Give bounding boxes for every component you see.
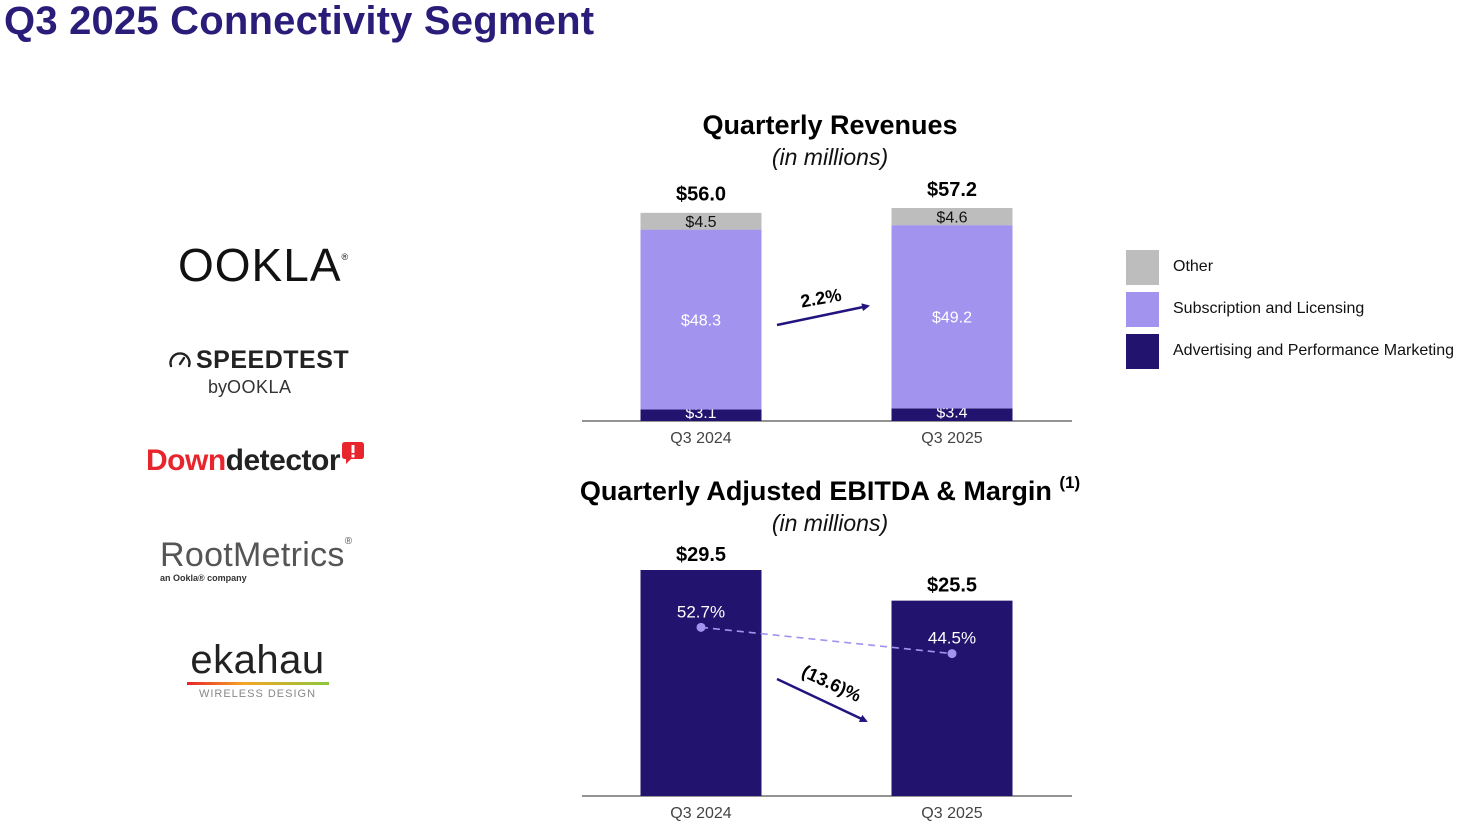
legend-swatch	[1126, 249, 1159, 285]
ebitda-chart-subtitle: (in millions)	[771, 510, 889, 536]
ebitda-category-label: Q3 2025	[921, 805, 982, 822]
revenue-bar-segment	[891, 225, 1013, 409]
legend-label: Subscription and Licensing	[1173, 300, 1365, 317]
revenue-bar-segment	[640, 212, 762, 230]
ebitda-decline-label: (13.6)%	[799, 661, 865, 706]
revenue-chart-subtitle: (in millions)	[771, 144, 889, 170]
legend-item: Other	[1126, 246, 1454, 288]
legend-label: Advertising and Performance Marketing	[1173, 342, 1455, 359]
revenue-chart: $3.1 $48.3 $4.5 $56.0 Q3 2024 $3.4 $49.2 $4.6 $5…	[582, 179, 1072, 447]
ebitda-chart-title-text: Quarterly Adjusted EBITDA & Margin	[579, 476, 1052, 506]
speedtest-logo-text: SPEEDTEST	[196, 346, 350, 374]
rootmetrics-logo-text: RootMetrics	[160, 536, 345, 574]
ebitda-footnote-marker: (1)	[1059, 473, 1081, 492]
legend-item: Subscription and Licensing	[1126, 288, 1454, 330]
legend-swatch	[1126, 291, 1159, 327]
ebitda-margin-label: 44.5%	[928, 629, 976, 648]
alert-badge-icon	[342, 442, 365, 464]
ekahau-logo-underline	[186, 682, 329, 685]
revenue-segment-label: $3.4	[936, 405, 967, 422]
revenue-bar-segment	[640, 409, 762, 421]
page-title: Q3 2025 Connectivity Segment	[4, 0, 595, 43]
revenue-total-label: $57.2	[927, 179, 977, 201]
ebitda-category-label: Q3 2024	[670, 805, 731, 822]
legend-label: Other	[1173, 258, 1214, 275]
revenue-segment-label: $4.5	[685, 214, 716, 231]
rootmetrics-tagline: an Ookla® company	[160, 573, 247, 583]
revenue-category-label: Q3 2025	[921, 430, 982, 447]
speedtest-logo: SPEEDTEST byOOKLA	[168, 346, 358, 398]
ebitda-margin-point	[947, 649, 957, 659]
ebitda-value-label: $29.5	[676, 544, 726, 566]
revenue-total-label: $56.0	[676, 183, 726, 205]
revenue-growth-arrow	[776, 303, 870, 327]
revenue-bar-segment	[891, 408, 1013, 421]
speedtest-ookla-text: OOKLA	[227, 377, 292, 397]
revenue-growth-label: 2.2%	[799, 285, 843, 312]
ebitda-margin-label: 52.7%	[677, 602, 725, 621]
ebitda-margin-point	[696, 622, 706, 632]
ebitda-value-label: $25.5	[927, 575, 977, 597]
legend-item: Advertising and Performance Marketing	[1126, 330, 1454, 372]
revenue-bar-segment	[640, 229, 762, 410]
ebitda-chart: $29.5 Q3 2024 $25.5 Q3 2025 52.7% 44.5% (13.6)…	[582, 544, 1072, 822]
ookla-registered-mark: ®	[341, 252, 350, 262]
legend-swatch	[1126, 333, 1159, 369]
ookla-logo: OOKLA®	[178, 238, 349, 292]
speedtest-by-text: by	[208, 377, 228, 397]
revenue-segment-label: $49.2	[932, 310, 972, 327]
rootmetrics-logo: RootMetrics® an Ookla® company	[160, 536, 352, 583]
revenue-chart-title: Quarterly Revenues	[702, 110, 958, 140]
revenue-legend: Other Subscription and Licensing Advertisi…	[1126, 246, 1454, 372]
speedometer-icon	[169, 351, 191, 367]
revenue-segment-label: $4.6	[936, 210, 967, 227]
downdetector-logo-down: Down	[146, 444, 226, 477]
downdetector-logo-detector: detector	[225, 444, 341, 477]
revenue-category-label: Q3 2024	[670, 430, 731, 447]
revenue-segment-label: $3.1	[685, 405, 716, 422]
downdetector-logo: Down detector	[146, 442, 365, 478]
ebitda-bar	[891, 600, 1013, 796]
rootmetrics-registered-mark: ®	[344, 536, 353, 547]
revenue-bar-segment	[891, 208, 1013, 226]
ebitda-decline-arrow	[776, 677, 868, 723]
ebitda-margin-line	[700, 626, 953, 655]
ebitda-chart-title: Quarterly Adjusted EBITDA & Margin (1)	[540, 473, 1120, 507]
ookla-logo-text: OOKLA	[178, 239, 342, 291]
ekahau-logo: ekahau WIRELESS DESIGN	[185, 640, 330, 700]
ekahau-tagline: WIRELESS DESIGN	[198, 688, 317, 700]
revenue-segment-label: $48.3	[681, 313, 721, 330]
ekahau-logo-text: ekahau	[190, 638, 325, 682]
ebitda-bar	[640, 570, 762, 796]
